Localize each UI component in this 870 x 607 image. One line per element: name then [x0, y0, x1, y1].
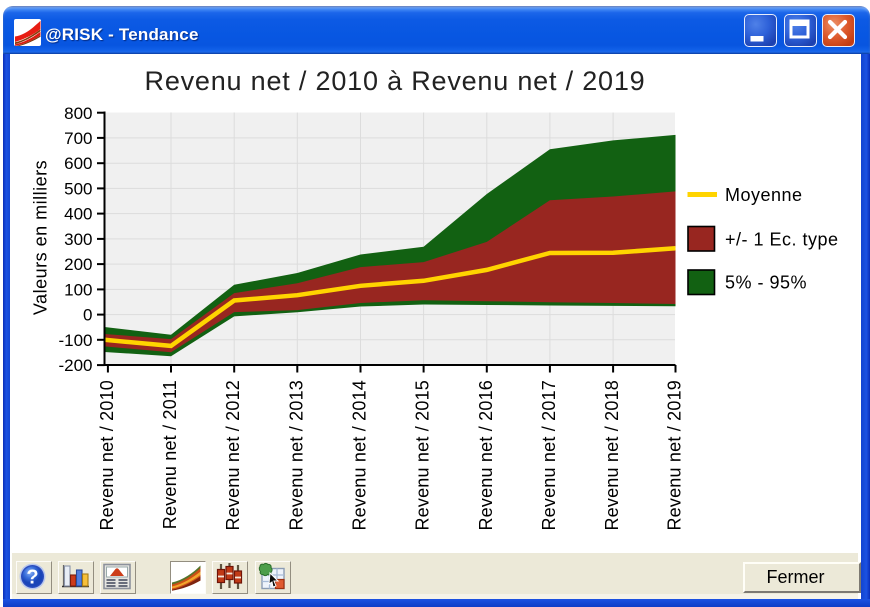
svg-text:Revenu net / 2018: Revenu net / 2018: [602, 380, 622, 531]
svg-text:Revenu net / 2011: Revenu net / 2011: [160, 380, 180, 529]
svg-text:Revenu net / 2016: Revenu net / 2016: [476, 380, 496, 531]
svg-text:800: 800: [64, 104, 92, 123]
svg-text:-200: -200: [58, 356, 92, 375]
svg-text:600: 600: [64, 154, 92, 173]
svg-text:?: ?: [26, 567, 38, 589]
svg-text:0: 0: [83, 306, 92, 325]
svg-text:Revenu net / 2012: Revenu net / 2012: [223, 380, 243, 531]
svg-text:700: 700: [64, 129, 92, 148]
svg-text:Moyenne: Moyenne: [725, 185, 803, 205]
svg-text:500: 500: [64, 180, 92, 199]
svg-text:Revenu net / 2010 à Revenu net: Revenu net / 2010 à Revenu net / 2019: [145, 66, 646, 96]
svg-text:Revenu net / 2015: Revenu net / 2015: [413, 380, 433, 531]
svg-text:Revenu net / 2019: Revenu net / 2019: [665, 380, 685, 531]
svg-text:Revenu net / 2017: Revenu net / 2017: [539, 380, 559, 531]
svg-text:400: 400: [64, 205, 92, 224]
svg-text:100: 100: [64, 280, 92, 299]
svg-text:-100: -100: [58, 331, 92, 350]
svg-text:300: 300: [64, 230, 92, 249]
svg-text:Valeurs en milliers: Valeurs en milliers: [31, 160, 51, 315]
svg-text:Revenu net / 2013: Revenu net / 2013: [286, 380, 306, 531]
svg-text:Revenu net / 2010: Revenu net / 2010: [97, 380, 117, 531]
svg-text:Revenu net / 2014: Revenu net / 2014: [350, 380, 370, 531]
svg-text:200: 200: [64, 255, 92, 274]
svg-text:+/- 1 Ec. type: +/- 1 Ec. type: [725, 230, 839, 250]
svg-text:5% - 95%: 5% - 95%: [725, 273, 807, 293]
